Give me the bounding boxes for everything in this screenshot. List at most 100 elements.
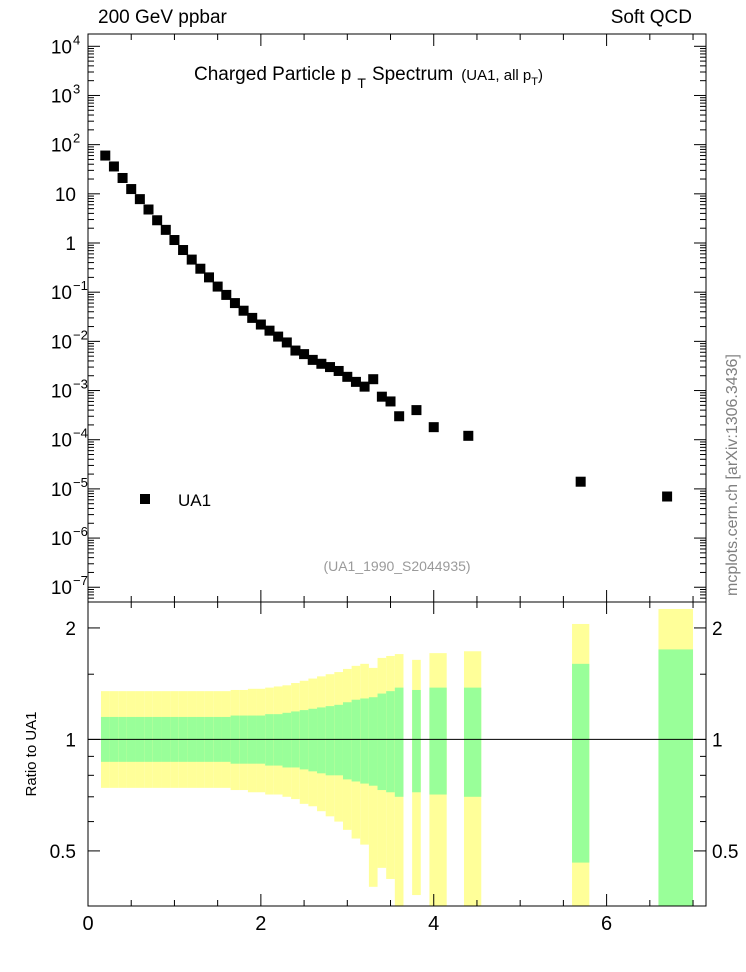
data-point-ua1 — [411, 405, 422, 416]
data-point-ua1 — [575, 476, 586, 487]
data-point-ua1 — [325, 362, 336, 373]
ratio-band-inner — [572, 663, 590, 863]
ratio-band-inner — [282, 712, 292, 768]
data-point-ua1 — [143, 204, 154, 215]
data-point-ua1 — [281, 337, 292, 348]
y-tick-exponent: −6 — [73, 524, 88, 539]
ratio-band-inner — [377, 693, 387, 791]
data-point-ua1 — [376, 391, 387, 402]
ratio-band-inner — [429, 687, 447, 795]
data-point-ua1 — [662, 491, 673, 502]
data-point-ua1 — [273, 331, 284, 342]
data-point-ua1 — [290, 345, 301, 356]
legend-label-ua1: UA1 — [178, 491, 211, 510]
y-tick-label: 10 — [51, 332, 72, 353]
y-tick-label: 10 — [55, 185, 76, 206]
x-tick-label: 4 — [428, 913, 439, 935]
ratio-band-inner — [351, 699, 361, 782]
x-tick-label: 6 — [601, 913, 612, 935]
ratio-y-tick-label: 0.5 — [50, 842, 76, 863]
data-point-ua1 — [195, 263, 206, 274]
y-tick-exponent: −3 — [73, 377, 88, 392]
data-point-ua1 — [160, 224, 171, 235]
y-tick-exponent: −4 — [73, 426, 88, 441]
ratio-band-inner — [386, 691, 395, 793]
ratio-band-inner — [325, 706, 335, 776]
y-tick-label: 10 — [51, 480, 72, 501]
analysis-id-label: (UA1_1990_S2044935) — [323, 558, 470, 574]
data-point-ua1 — [428, 422, 439, 433]
data-point-ua1 — [316, 358, 327, 369]
y-tick-exponent: −7 — [73, 573, 88, 588]
data-point-ua1 — [238, 305, 249, 316]
ratio-y-tick-label-right: 1 — [712, 730, 723, 751]
data-point-ua1 — [221, 289, 232, 300]
data-point-ua1 — [212, 281, 223, 292]
y-tick-exponent: 4 — [73, 32, 80, 47]
ratio-y-tick-label: 2 — [65, 619, 76, 640]
ratio-band-inner — [368, 697, 378, 786]
y-tick-label: 10 — [51, 37, 72, 58]
y-tick-exponent: −2 — [73, 327, 88, 342]
y-tick-exponent: −1 — [73, 278, 88, 293]
ratio-band-inner — [463, 687, 482, 797]
data-point-ua1 — [134, 194, 145, 205]
ratio-bands — [88, 608, 706, 906]
chart-title: Charged Particle p T Spectrum (UA1, all pT) — [194, 64, 543, 91]
data-point-ua1 — [204, 272, 215, 283]
y-tick-label: 10 — [51, 86, 72, 107]
ratio-y-tick-label-right: 2 — [712, 619, 723, 640]
ratio-y-axis-label: Ratio to UA1 — [23, 711, 40, 796]
y-tick-label: 10 — [51, 136, 72, 157]
data-point-ua1 — [108, 161, 119, 172]
data-point-ua1 — [299, 349, 310, 360]
data-points — [100, 150, 673, 502]
data-point-ua1 — [350, 376, 361, 387]
y-tick-label: 10 — [51, 529, 72, 550]
ratio-band-inner — [360, 698, 369, 784]
y-tick-label: 10 — [51, 283, 72, 304]
data-point-ua1 — [100, 150, 111, 161]
data-point-ua1 — [255, 319, 266, 330]
legend-marker-ua1 — [140, 494, 150, 504]
ratio-band-inner — [394, 687, 404, 797]
y-tick-label: 1 — [65, 234, 76, 255]
data-point-ua1 — [126, 184, 137, 195]
axes — [87, 33, 707, 907]
data-point-ua1 — [385, 396, 396, 407]
data-point-ua1 — [229, 298, 240, 309]
ratio-band-inner — [334, 704, 343, 776]
data-point-ua1 — [368, 374, 379, 385]
data-point-ua1 — [307, 354, 318, 365]
y-tick-label: 10 — [51, 431, 72, 452]
y-tick-label: 10 — [51, 382, 72, 403]
ratio-band-inner — [342, 702, 352, 780]
header-right-label: Soft QCD — [610, 7, 692, 28]
header-left-label: 200 GeV ppbar — [98, 7, 227, 28]
data-point-ua1 — [333, 365, 344, 376]
ratio-band-inner — [658, 649, 694, 906]
data-point-ua1 — [247, 312, 258, 323]
y-tick-exponent: −5 — [73, 475, 88, 490]
ratio-y-tick-label: 1 — [65, 730, 76, 751]
data-point-ua1 — [178, 245, 189, 256]
ratio-band-inner — [317, 707, 326, 774]
y-tick-exponent: 2 — [73, 131, 80, 146]
y-tick-label: 10 — [51, 578, 72, 599]
y-tick-exponent: 3 — [73, 81, 80, 96]
data-point-ua1 — [117, 172, 128, 183]
ratio-band-inner — [412, 689, 421, 793]
x-tick-label: 2 — [255, 913, 266, 935]
data-point-ua1 — [342, 371, 353, 382]
main-plot-frame — [87, 33, 707, 603]
ratio-band-inner — [308, 708, 318, 772]
data-point-ua1 — [169, 235, 180, 246]
ratio-y-tick-label-right: 0.5 — [712, 842, 738, 863]
data-point-ua1 — [394, 411, 405, 422]
x-tick-label: 0 — [82, 913, 93, 935]
data-point-ua1 — [463, 430, 474, 441]
ratio-plot-frame — [87, 601, 707, 907]
data-point-ua1 — [186, 254, 197, 265]
data-point-ua1 — [359, 381, 370, 392]
